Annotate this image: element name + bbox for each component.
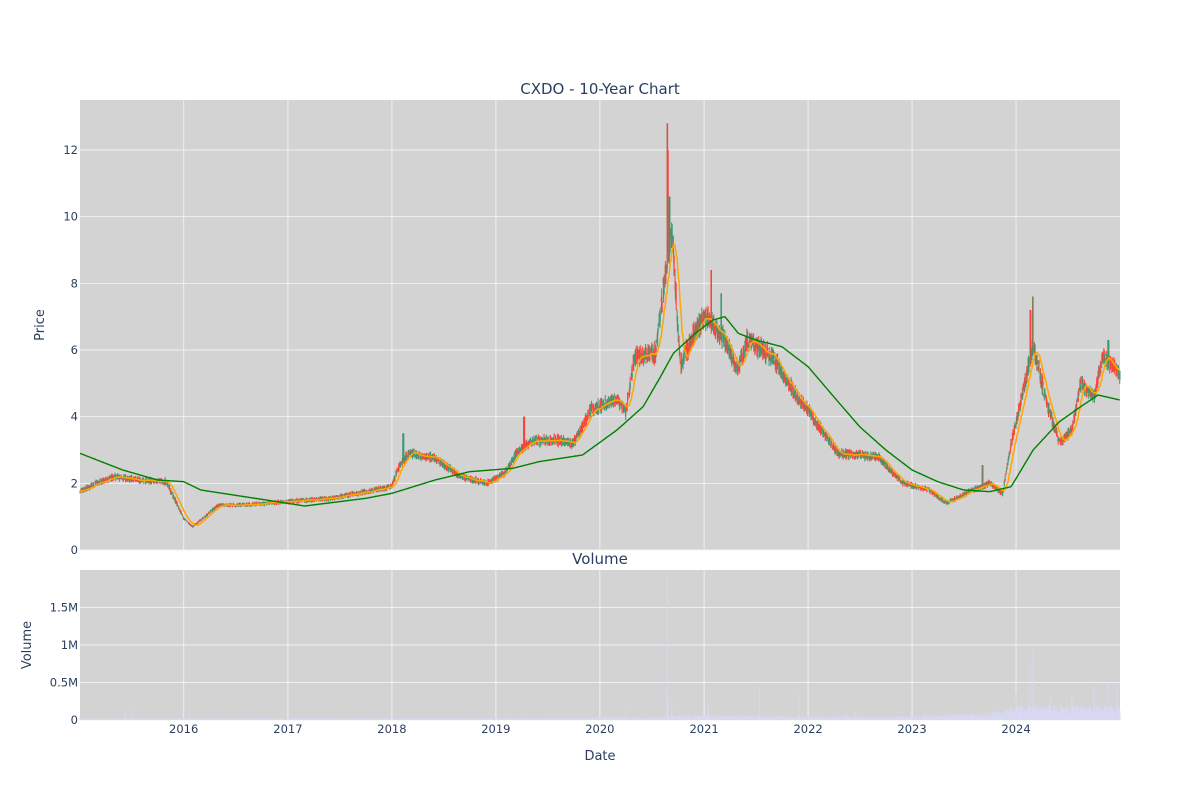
volume-y-tick-label: 1M	[61, 638, 78, 652]
long-moving-average-line	[79, 315, 1120, 507]
volume-y-tick-label: 0	[71, 713, 78, 727]
price-y-tick-label: 4	[71, 410, 78, 424]
volume-y-tick-label: 0.5M	[50, 676, 78, 690]
price-gridlines	[80, 100, 1120, 551]
volume-y-tick-label: 1.5M	[50, 601, 78, 615]
price-y-tick-label: 12	[63, 143, 78, 157]
price-y-tick-label: 8	[71, 276, 78, 290]
price-y-tick-labels: 0 2 4 6 8 10 12	[63, 143, 78, 557]
price-y-tick-label: 2	[71, 476, 78, 490]
price-y-tick-label: 6	[71, 343, 78, 357]
volume-y-tick-labels: 0 0.5M 1M 1.5M	[50, 601, 78, 728]
volume-bars	[79, 577, 1121, 720]
price-y-tick-label: 0	[71, 543, 78, 557]
price-panel: 0 2 4 6 8 10 12	[63, 100, 1121, 557]
price-y-tick-label: 10	[63, 210, 78, 224]
short-moving-average-line	[79, 243, 1121, 526]
